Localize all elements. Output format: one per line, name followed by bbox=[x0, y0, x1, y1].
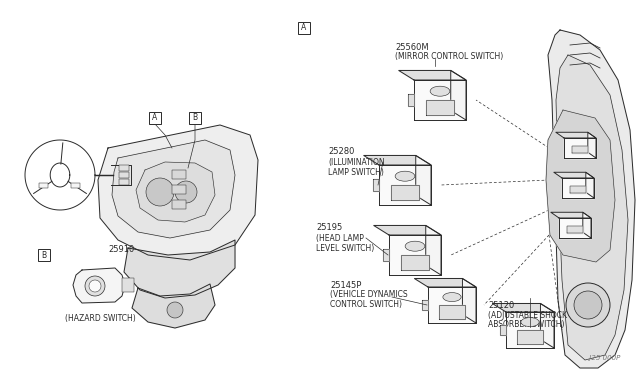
Text: 25195: 25195 bbox=[316, 224, 342, 232]
Text: 25560M: 25560M bbox=[395, 42, 429, 51]
Polygon shape bbox=[548, 30, 635, 368]
Polygon shape bbox=[554, 172, 594, 178]
Polygon shape bbox=[98, 125, 258, 260]
Text: .J25 000P: .J25 000P bbox=[587, 355, 620, 361]
Text: (VEHICLE DYNAMICS: (VEHICLE DYNAMICS bbox=[330, 291, 408, 299]
Polygon shape bbox=[428, 287, 476, 323]
Bar bbox=[122, 278, 134, 292]
Polygon shape bbox=[556, 132, 596, 138]
Bar bbox=[172, 185, 186, 194]
Polygon shape bbox=[364, 155, 431, 165]
Polygon shape bbox=[540, 304, 554, 348]
Ellipse shape bbox=[430, 86, 450, 96]
Text: 25120: 25120 bbox=[488, 301, 515, 310]
Polygon shape bbox=[556, 55, 628, 360]
Polygon shape bbox=[401, 255, 429, 270]
Polygon shape bbox=[73, 268, 125, 303]
Polygon shape bbox=[372, 179, 379, 191]
Polygon shape bbox=[564, 138, 596, 158]
Text: A: A bbox=[152, 113, 157, 122]
Polygon shape bbox=[383, 249, 389, 261]
Polygon shape bbox=[422, 299, 428, 310]
Polygon shape bbox=[414, 80, 466, 120]
Ellipse shape bbox=[521, 318, 539, 327]
Polygon shape bbox=[463, 279, 476, 323]
Polygon shape bbox=[415, 279, 476, 287]
Text: (ADJUSTABLE SHOCK: (ADJUSTABLE SHOCK bbox=[488, 311, 567, 320]
Polygon shape bbox=[389, 235, 441, 275]
Polygon shape bbox=[492, 304, 554, 312]
Polygon shape bbox=[517, 330, 543, 344]
Bar bbox=[172, 200, 186, 209]
Circle shape bbox=[85, 276, 105, 296]
Text: CONTROL SWITCH): CONTROL SWITCH) bbox=[330, 301, 402, 310]
Text: LEVEL SWITCH): LEVEL SWITCH) bbox=[316, 244, 374, 253]
Bar bbox=[39, 183, 48, 188]
Text: 25280: 25280 bbox=[328, 148, 355, 157]
Bar bbox=[119, 179, 129, 185]
Circle shape bbox=[167, 302, 183, 318]
Bar bbox=[298, 22, 310, 34]
Polygon shape bbox=[583, 212, 591, 238]
Polygon shape bbox=[562, 178, 594, 198]
Circle shape bbox=[175, 181, 197, 203]
Polygon shape bbox=[390, 185, 419, 200]
Polygon shape bbox=[399, 70, 466, 80]
Polygon shape bbox=[546, 110, 615, 262]
Bar bbox=[172, 170, 186, 179]
Polygon shape bbox=[586, 172, 594, 198]
Bar bbox=[189, 112, 201, 124]
Polygon shape bbox=[124, 240, 235, 298]
Polygon shape bbox=[112, 140, 235, 238]
Polygon shape bbox=[506, 312, 554, 348]
Ellipse shape bbox=[395, 171, 415, 181]
Text: ABSORBER SWITCH): ABSORBER SWITCH) bbox=[488, 321, 564, 330]
Circle shape bbox=[146, 178, 174, 206]
Text: LAMP SWITCH): LAMP SWITCH) bbox=[328, 167, 384, 176]
Polygon shape bbox=[374, 225, 441, 235]
Bar bbox=[149, 112, 161, 124]
Polygon shape bbox=[439, 305, 465, 319]
Polygon shape bbox=[426, 225, 441, 275]
Polygon shape bbox=[416, 155, 431, 205]
Polygon shape bbox=[551, 212, 591, 218]
Polygon shape bbox=[559, 218, 591, 238]
Ellipse shape bbox=[443, 293, 461, 302]
Text: (HAZARD SWITCH): (HAZARD SWITCH) bbox=[65, 314, 136, 323]
Polygon shape bbox=[379, 165, 431, 205]
Bar bbox=[38, 249, 50, 261]
Polygon shape bbox=[408, 94, 414, 106]
Circle shape bbox=[566, 283, 610, 327]
Text: A: A bbox=[301, 23, 307, 32]
Text: (MIRROR CONTROL SWITCH): (MIRROR CONTROL SWITCH) bbox=[395, 52, 503, 61]
Text: 25910: 25910 bbox=[108, 244, 134, 253]
Bar bbox=[71, 183, 80, 188]
Text: B: B bbox=[42, 250, 47, 260]
Bar bbox=[119, 165, 129, 171]
Bar bbox=[119, 172, 129, 178]
Circle shape bbox=[89, 280, 101, 292]
Polygon shape bbox=[572, 146, 588, 153]
Polygon shape bbox=[132, 284, 215, 328]
Polygon shape bbox=[570, 186, 586, 193]
Text: (ILLUMINATION: (ILLUMINATION bbox=[328, 157, 385, 167]
Polygon shape bbox=[426, 100, 454, 115]
Ellipse shape bbox=[405, 241, 425, 251]
Polygon shape bbox=[136, 162, 215, 222]
Polygon shape bbox=[500, 325, 506, 336]
Polygon shape bbox=[588, 132, 596, 158]
Text: B: B bbox=[193, 113, 198, 122]
Text: (HEAD LAMP: (HEAD LAMP bbox=[316, 234, 364, 243]
Polygon shape bbox=[567, 226, 583, 233]
Text: 25145P: 25145P bbox=[330, 280, 362, 289]
Polygon shape bbox=[451, 70, 466, 120]
Circle shape bbox=[574, 291, 602, 319]
